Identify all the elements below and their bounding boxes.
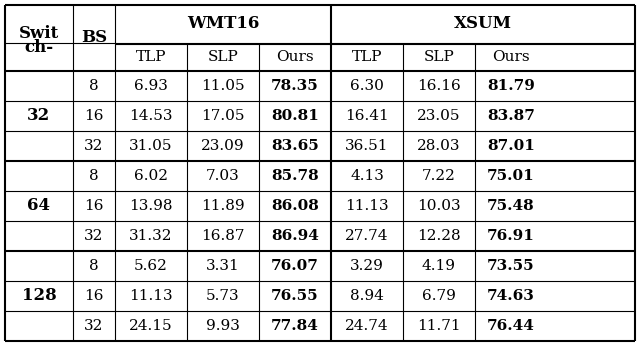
Text: 6.02: 6.02 [134,169,168,183]
Text: 32: 32 [28,107,51,125]
Text: 75.01: 75.01 [487,169,535,183]
Text: 6.93: 6.93 [134,79,168,93]
Text: 76.07: 76.07 [271,259,319,273]
Text: 11.89: 11.89 [201,199,245,213]
Text: 4.13: 4.13 [350,169,384,183]
Text: 8.94: 8.94 [350,289,384,303]
Text: 12.28: 12.28 [417,229,461,243]
Text: 86.08: 86.08 [271,199,319,213]
Text: 9.93: 9.93 [206,319,240,333]
Text: 23.05: 23.05 [417,109,461,123]
Text: 23.09: 23.09 [201,139,245,153]
Text: 8: 8 [89,79,99,93]
Text: Swit: Swit [19,25,59,43]
Text: 77.84: 77.84 [271,319,319,333]
Text: 16: 16 [84,199,104,213]
Text: 87.01: 87.01 [487,139,535,153]
Text: TLP: TLP [136,50,166,64]
Text: XSUM: XSUM [454,15,512,32]
Text: 85.78: 85.78 [271,169,319,183]
Text: 11.05: 11.05 [201,79,245,93]
Text: 3.31: 3.31 [206,259,240,273]
Text: 32: 32 [84,229,104,243]
Text: 83.65: 83.65 [271,139,319,153]
Text: 4.19: 4.19 [422,259,456,273]
Text: 11.13: 11.13 [345,199,389,213]
Text: 16.87: 16.87 [201,229,244,243]
Text: Ours: Ours [276,50,314,64]
Text: 64: 64 [28,197,51,214]
Text: 76.55: 76.55 [271,289,319,303]
Text: 83.87: 83.87 [487,109,535,123]
Text: 16.41: 16.41 [345,109,389,123]
Text: 16: 16 [84,289,104,303]
Text: 32: 32 [84,139,104,153]
Text: 6.79: 6.79 [422,289,456,303]
Text: 17.05: 17.05 [201,109,244,123]
Text: 80.81: 80.81 [271,109,319,123]
Text: 13.98: 13.98 [129,199,173,213]
Text: 8: 8 [89,259,99,273]
Text: 11.71: 11.71 [417,319,461,333]
Text: 76.44: 76.44 [487,319,535,333]
Text: 76.91: 76.91 [487,229,535,243]
Text: 3.29: 3.29 [350,259,384,273]
Text: 78.35: 78.35 [271,79,319,93]
Text: 5.73: 5.73 [206,289,240,303]
Text: 128: 128 [22,288,56,304]
Text: WMT16: WMT16 [187,15,259,32]
Text: 5.62: 5.62 [134,259,168,273]
Text: 31.32: 31.32 [129,229,173,243]
Text: 24.15: 24.15 [129,319,173,333]
Text: BS: BS [81,30,107,46]
Text: Ours: Ours [492,50,530,64]
Text: SLP: SLP [424,50,454,64]
Text: 74.63: 74.63 [487,289,535,303]
Text: ch-: ch- [24,39,54,57]
Text: SLP: SLP [207,50,238,64]
Text: 27.74: 27.74 [345,229,388,243]
Text: 86.94: 86.94 [271,229,319,243]
Text: 32: 32 [84,319,104,333]
Text: 14.53: 14.53 [129,109,173,123]
Text: 7.03: 7.03 [206,169,240,183]
Text: 7.22: 7.22 [422,169,456,183]
Text: 28.03: 28.03 [417,139,461,153]
Text: 31.05: 31.05 [129,139,173,153]
Text: 24.74: 24.74 [345,319,389,333]
Text: 10.03: 10.03 [417,199,461,213]
Text: 8: 8 [89,169,99,183]
Text: TLP: TLP [352,50,382,64]
Text: 73.55: 73.55 [487,259,535,273]
Text: 6.30: 6.30 [350,79,384,93]
Text: 36.51: 36.51 [345,139,388,153]
Text: 81.79: 81.79 [487,79,535,93]
Text: 75.48: 75.48 [487,199,535,213]
Text: 11.13: 11.13 [129,289,173,303]
Text: 16.16: 16.16 [417,79,461,93]
Text: 16: 16 [84,109,104,123]
